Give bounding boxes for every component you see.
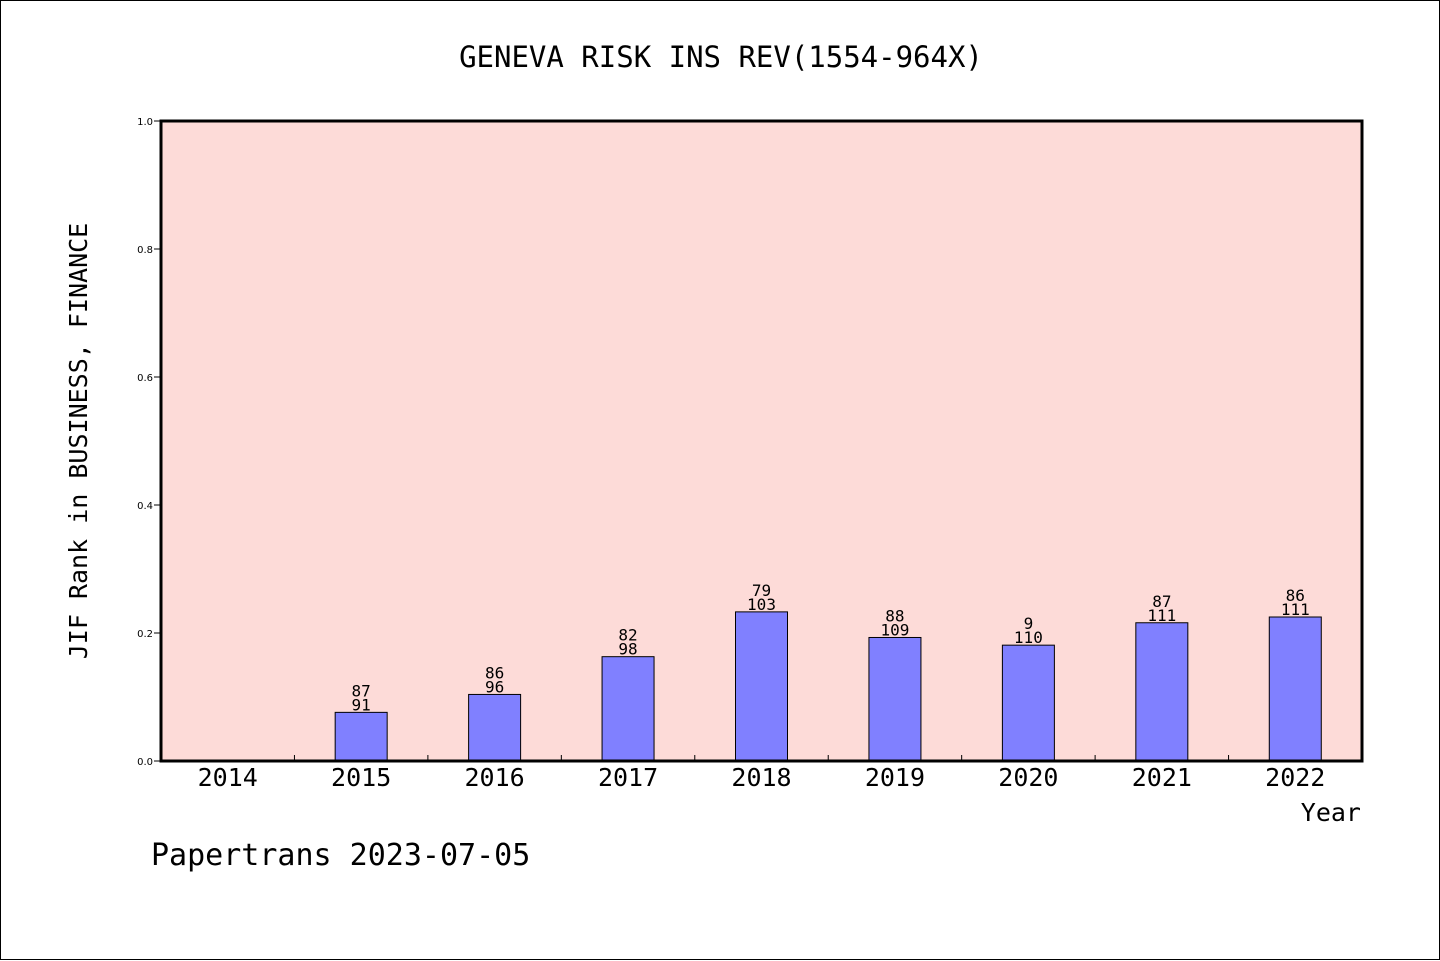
bar-total-label: 98 bbox=[618, 640, 637, 659]
x-tick-label: 2019 bbox=[865, 763, 925, 792]
bar-rank-label: 9 bbox=[1024, 614, 1034, 633]
x-tick-label: 2015 bbox=[331, 763, 391, 792]
chart-title: GENEVA RISK INS REV(1554-964X) bbox=[459, 40, 983, 74]
bar-total-label: 96 bbox=[485, 677, 504, 696]
x-axis-label: Year bbox=[1301, 798, 1361, 827]
bar-2022 bbox=[1268, 616, 1322, 762]
bar-2021 bbox=[1135, 622, 1189, 762]
bar-rank-label: 86 bbox=[1286, 586, 1305, 605]
bar-rank-label: 87 bbox=[352, 681, 371, 700]
x-tick-label: 2018 bbox=[731, 763, 791, 792]
y-tick-label: 0.0 bbox=[137, 757, 153, 768]
plot-border bbox=[159, 119, 1364, 763]
x-tick-label: 2022 bbox=[1265, 763, 1325, 792]
bar-rank-label: 82 bbox=[618, 626, 637, 645]
bar-series bbox=[334, 611, 1322, 762]
bar-rank-label: 88 bbox=[885, 606, 904, 625]
bar-2018 bbox=[735, 611, 788, 762]
bar-rank-label: 87 bbox=[1152, 592, 1171, 611]
bar-total-label: 91 bbox=[352, 695, 371, 714]
bar-rank-label: 86 bbox=[485, 663, 504, 682]
y-tick-label: 0.6 bbox=[137, 373, 153, 384]
y-tick-label: 1.0 bbox=[137, 117, 153, 128]
bar-2020 bbox=[1001, 644, 1055, 762]
y-axis-ticks: 0.0 0.2 0.4 0.6 0.8 1.0 bbox=[137, 117, 161, 768]
footer-watermark: Papertrans 2023-07-05 bbox=[151, 838, 530, 873]
x-tick-label: 2021 bbox=[1132, 763, 1192, 792]
x-tick-label: 2014 bbox=[198, 763, 258, 792]
bar-2019 bbox=[868, 636, 922, 762]
y-tick-label: 0.8 bbox=[137, 245, 153, 256]
x-tick-label: 2016 bbox=[465, 763, 525, 792]
y-axis-label: JIF Rank in BUSINESS, FINANCE bbox=[64, 223, 93, 660]
x-axis-ticks: 2014 2015 2016 2017 2018 2019 2020 2021 2022 bbox=[198, 755, 1325, 792]
y-tick-label: 0.4 bbox=[137, 501, 153, 512]
x-tick-label: 2020 bbox=[998, 763, 1058, 792]
bar-total-label: 110 bbox=[1014, 628, 1043, 647]
bar-total-label: 103 bbox=[747, 595, 776, 614]
bar-rank-label: 79 bbox=[752, 581, 771, 600]
x-tick-label: 2017 bbox=[598, 763, 658, 792]
bar-total-label: 111 bbox=[1147, 606, 1176, 625]
bar-total-label: 109 bbox=[880, 620, 909, 639]
bar-2015 bbox=[334, 711, 388, 762]
bar-total-label: 111 bbox=[1281, 600, 1310, 619]
bar-2016 bbox=[468, 693, 522, 762]
bar-2017 bbox=[601, 656, 655, 762]
y-tick-label: 0.2 bbox=[137, 629, 153, 640]
